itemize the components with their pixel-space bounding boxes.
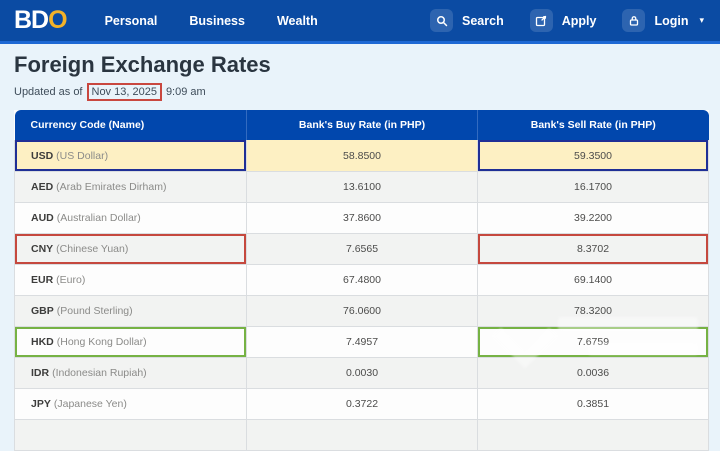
currency-name: (US Dollar) [56,149,109,162]
currency-cell: JPY (Japanese Yen) [14,388,247,420]
table-header-row: Currency Code (Name) Bank's Buy Rate (in… [14,110,709,141]
apply-button[interactable]: Apply [529,9,597,32]
table-body: USD (US Dollar) 58.8500 59.3500 AED (Arab … [14,140,709,451]
apply-label: Apply [561,13,597,28]
currency-name: (Hong Kong Dollar) [56,335,147,348]
table-row: IDR (Indonesian Rupiah) 0.0030 0.0036 [14,357,709,389]
login-label: Login [654,13,689,28]
table-row: AED (Arab Emirates Dirham) 13.6100 16.170… [14,171,709,203]
buy-rate-cell: 58.8500 [246,140,478,172]
updated-date-annotation: Nov 13, 2025 [86,83,162,102]
currency-code: IDR [31,366,50,379]
sell-rate-cell: 0.3851 [477,388,709,420]
currency-name: (Arab Emirates Dirham) [56,180,167,193]
sell-rate-cell: 7.6759 [477,326,709,358]
sell-rate-cell: 69.1400 [477,264,709,296]
currency-name: (Australian Dollar) [56,211,141,224]
table-row: EUR (Euro) 67.4800 69.1400 [14,264,709,296]
currency-cell [14,419,247,451]
currency-code: AED [31,180,54,193]
table-row: HKD (Hong Kong Dollar) 7.4957 7.6759 [14,326,709,358]
buy-rate-cell: 7.6565 [246,233,478,265]
currency-code: USD [31,149,54,162]
currency-code: CNY [31,242,54,255]
currency-code: JPY [31,397,51,410]
logo-text-bd: BD [14,6,49,34]
currency-cell: AED (Arab Emirates Dirham) [14,171,247,203]
currency-name: (Pound Sterling) [56,304,133,317]
chevron-down-icon: ▾ [699,15,704,25]
header-currency: Currency Code (Name) [14,110,247,141]
buy-rate-cell [246,419,478,451]
nav-link-personal[interactable]: Personal [104,13,158,28]
header-sell-rate: Bank's Sell Rate (in PHP) [477,110,709,141]
currency-code: GBP [31,304,54,317]
search-button[interactable]: Search [430,9,504,32]
currency-code: EUR [31,273,54,286]
buy-rate-cell: 37.8600 [246,202,478,234]
sell-rate-cell [477,419,709,451]
table-row: GBP (Pound Sterling) 76.0600 78.3200 [14,295,709,327]
currency-code: AUD [31,211,54,224]
table-row: JPY (Japanese Yen) 0.3722 0.3851 [14,388,709,420]
nav-actions: Search Apply Login ▾ [430,9,704,32]
buy-rate-cell: 0.3722 [246,388,478,420]
sell-rate-cell: 59.3500 [477,140,709,172]
currency-name: (Japanese Yen) [53,397,127,410]
sell-rate-cell: 39.2200 [477,202,709,234]
currency-cell: IDR (Indonesian Rupiah) [14,357,247,389]
page-head: Foreign Exchange Rates Updated as of Nov… [0,44,720,102]
sell-rate-cell: 0.0036 [477,357,709,389]
fx-rates-table: Currency Code (Name) Bank's Buy Rate (in… [14,110,709,451]
currency-cell: GBP (Pound Sterling) [14,295,247,327]
bdo-logo[interactable]: BDO [14,6,68,35]
edit-icon [529,9,553,32]
table-row: USD (US Dollar) 58.8500 59.3500 [14,140,709,172]
updated-time: 9:09 am [165,86,206,99]
nav-links: Personal Business Wealth [105,14,318,28]
currency-name: (Chinese Yuan) [56,242,129,255]
nav-link-wealth[interactable]: Wealth [276,13,318,28]
currency-cell: CNY (Chinese Yuan) [14,233,247,265]
buy-rate-cell: 67.4800 [246,264,478,296]
currency-name: (Indonesian Rupiah) [52,366,147,379]
fx-rates-table-wrap: Currency Code (Name) Bank's Buy Rate (in… [14,110,709,451]
updated-prefix: Updated as of [14,86,83,99]
table-row: CNY (Chinese Yuan) 7.6565 8.3702 [14,233,709,265]
top-navbar: BDO Personal Business Wealth Search Appl… [0,0,720,44]
buy-rate-cell: 7.4957 [246,326,478,358]
nav-link-business[interactable]: Business [189,13,245,28]
currency-cell: AUD (Australian Dollar) [14,202,247,234]
table-row [14,419,709,451]
currency-cell: USD (US Dollar) [14,140,247,172]
sell-rate-cell: 78.3200 [477,295,709,327]
currency-name: (Euro) [56,273,86,286]
currency-code: HKD [31,335,54,348]
login-button[interactable]: Login ▾ [622,9,704,32]
updated-timestamp: Updated as of Nov 13, 2025 9:09 am [14,83,706,102]
sell-rate-cell: 16.1700 [477,171,709,203]
table-row: AUD (Australian Dollar) 37.8600 39.2200 [14,202,709,234]
page-title: Foreign Exchange Rates [14,52,271,77]
buy-rate-cell: 0.0030 [246,357,478,389]
currency-cell: HKD (Hong Kong Dollar) [14,326,247,358]
search-icon [430,9,454,32]
logo-text-o: O [48,6,67,34]
buy-rate-cell: 13.6100 [246,171,478,203]
currency-cell: EUR (Euro) [14,264,247,296]
search-label: Search [462,13,504,28]
header-buy-rate: Bank's Buy Rate (in PHP) [246,110,478,141]
buy-rate-cell: 76.0600 [246,295,478,327]
sell-rate-cell: 8.3702 [477,233,709,265]
lock-icon [622,9,646,32]
